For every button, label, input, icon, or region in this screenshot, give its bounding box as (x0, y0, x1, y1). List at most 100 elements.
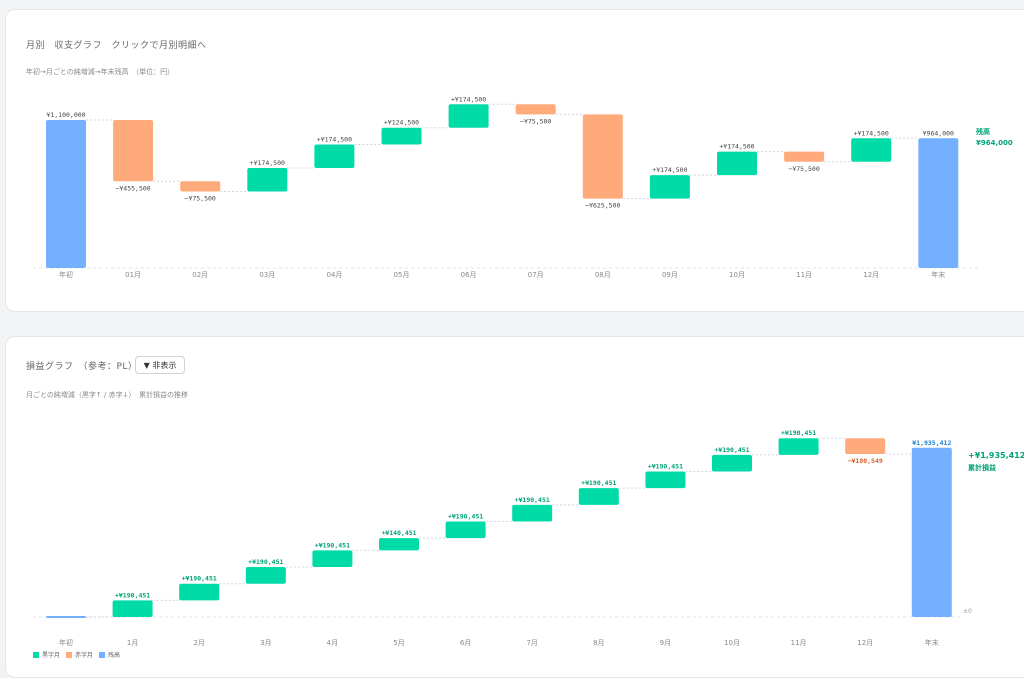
value-label-8: −¥75,500 (520, 117, 551, 125)
bar-9[interactable] (578, 488, 619, 505)
pl-waterfall-chart[interactable]: +¥1,935,412 累計損益 ±0 黒字月 赤字月 残高 年初 +¥190,4… (0, 0, 1024, 659)
bar-10[interactable] (649, 175, 690, 199)
bar-6[interactable] (381, 127, 422, 145)
category-label-3: 2月 (193, 639, 204, 647)
legend-label-negative: 赤字月 (75, 651, 93, 659)
bar-14[interactable] (918, 138, 959, 268)
category-label-14: 年末 (931, 270, 945, 279)
bar-13[interactable] (851, 138, 892, 162)
bar-1[interactable] (46, 616, 86, 618)
category-label-6: 05月 (394, 271, 410, 279)
value-label-7: +¥174,500 (451, 95, 486, 103)
bar-12[interactable] (784, 151, 825, 162)
bar-1[interactable] (46, 120, 86, 268)
pl-chart-subtitle: 月ごとの純増減（黒字↑ / 赤字↓） 累計損益の推移 (26, 391, 188, 399)
value-label-1: ¥1,100,000 (46, 111, 85, 119)
bar-5[interactable] (314, 144, 355, 168)
category-label-9: 8月 (593, 639, 604, 647)
bar-2[interactable] (113, 120, 154, 182)
category-label-8: 07月 (528, 271, 544, 279)
zero-label: ±0 (963, 608, 972, 615)
legend-label-total: 残高 (108, 651, 120, 659)
value-label-4: +¥174,500 (250, 159, 285, 167)
value-label-5: +¥174,500 (317, 135, 352, 143)
category-label-2: 1月 (127, 639, 138, 647)
category-label-10: 09月 (662, 271, 678, 279)
value-label-6: +¥124,500 (384, 119, 419, 127)
category-label-3: 02月 (192, 271, 208, 279)
side-label-title: 累計損益 (968, 463, 996, 472)
value-label-6: +¥140,451 (381, 529, 416, 537)
value-label-2: −¥455,500 (115, 184, 150, 192)
category-label-13: 12月 (857, 639, 873, 647)
bar-7[interactable] (448, 104, 489, 128)
balance-chart-title[interactable]: 月別 収支グラフ クリックで月別明細へ (26, 41, 207, 51)
category-label-12: 11月 (791, 639, 807, 647)
bar-10[interactable] (645, 471, 686, 489)
legend-label-positive: 黒字月 (42, 651, 60, 659)
side-label-value: +¥1,935,412 (968, 451, 1024, 460)
category-label-11: 10月 (724, 639, 740, 647)
value-label-9: −¥625,500 (585, 202, 620, 210)
value-label-9: +¥190,451 (581, 479, 616, 487)
category-label-8: 7月 (526, 639, 537, 647)
pl-chart-title: 損益グラフ （参考：PL） (26, 362, 138, 372)
value-label-13: +¥174,500 (854, 129, 889, 137)
bar-4[interactable] (247, 167, 288, 192)
category-label-9: 08月 (595, 271, 611, 279)
category-label-6: 5月 (393, 639, 404, 647)
category-label-10: 9月 (660, 639, 671, 647)
value-label-10: +¥174,500 (652, 166, 687, 174)
value-label-4: +¥190,451 (248, 558, 283, 566)
category-label-1: 年初 (59, 270, 73, 279)
bar-8[interactable] (515, 104, 556, 115)
category-label-2: 01月 (125, 271, 141, 279)
value-label-10: +¥190,451 (648, 463, 683, 471)
category-label-11: 10月 (729, 271, 745, 279)
category-label-5: 04月 (326, 271, 342, 279)
bar-11[interactable] (712, 454, 752, 472)
category-label-7: 06月 (461, 271, 477, 279)
category-label-14: 年末 (925, 638, 939, 647)
category-label-7: 6月 (460, 639, 471, 647)
value-label-12: −¥75,500 (788, 165, 819, 173)
hide-toggle-button[interactable]: ▼ 非表示 (135, 356, 185, 374)
category-label-5: 4月 (327, 639, 338, 647)
value-label-7: +¥190,451 (448, 512, 483, 520)
side-label-value: ¥964,000 (976, 139, 1013, 147)
bar-3[interactable] (180, 181, 221, 192)
bar-2[interactable] (112, 600, 153, 617)
bar-4[interactable] (245, 567, 286, 584)
value-label-3: +¥190,451 (182, 575, 217, 583)
category-label-12: 11月 (796, 271, 812, 279)
value-label-14: ¥964,000 (923, 129, 954, 137)
side-label-title: 残高 (976, 127, 990, 136)
bar-5[interactable] (312, 550, 353, 568)
category-label-13: 12月 (863, 271, 879, 279)
bar-3[interactable] (179, 583, 220, 601)
value-label-3: −¥75,500 (185, 194, 216, 202)
balance-waterfall-chart[interactable]: 残高 ¥964,000 ¥1,100,000 年初 −¥455,500 01月 −¥75… (0, 0, 1024, 656)
category-label-4: 3月 (260, 639, 271, 647)
value-label-11: +¥174,500 (719, 143, 754, 151)
value-label-12: +¥190,451 (781, 429, 816, 437)
bar-13[interactable] (845, 438, 886, 454)
value-label-8: +¥190,451 (515, 496, 550, 504)
bar-12[interactable] (778, 438, 819, 455)
bar-6[interactable] (379, 538, 419, 551)
bar-14[interactable] (911, 447, 952, 617)
category-label-1: 年初 (59, 638, 73, 647)
legend: 黒字月 赤字月 残高 (33, 651, 120, 659)
bar-9[interactable] (582, 114, 623, 199)
bar-11[interactable] (717, 151, 757, 176)
value-label-14: ¥1,935,412 (912, 439, 951, 447)
bar-7[interactable] (445, 521, 486, 539)
legend-swatch-positive (33, 652, 39, 658)
value-label-2: +¥190,451 (115, 591, 150, 599)
value-label-11: +¥190,451 (714, 446, 749, 454)
value-label-5: +¥190,451 (315, 541, 350, 549)
legend-swatch-negative (66, 652, 72, 658)
value-label-13: −¥180,549 (848, 457, 883, 465)
category-label-4: 03月 (259, 271, 275, 279)
bar-8[interactable] (512, 504, 553, 522)
